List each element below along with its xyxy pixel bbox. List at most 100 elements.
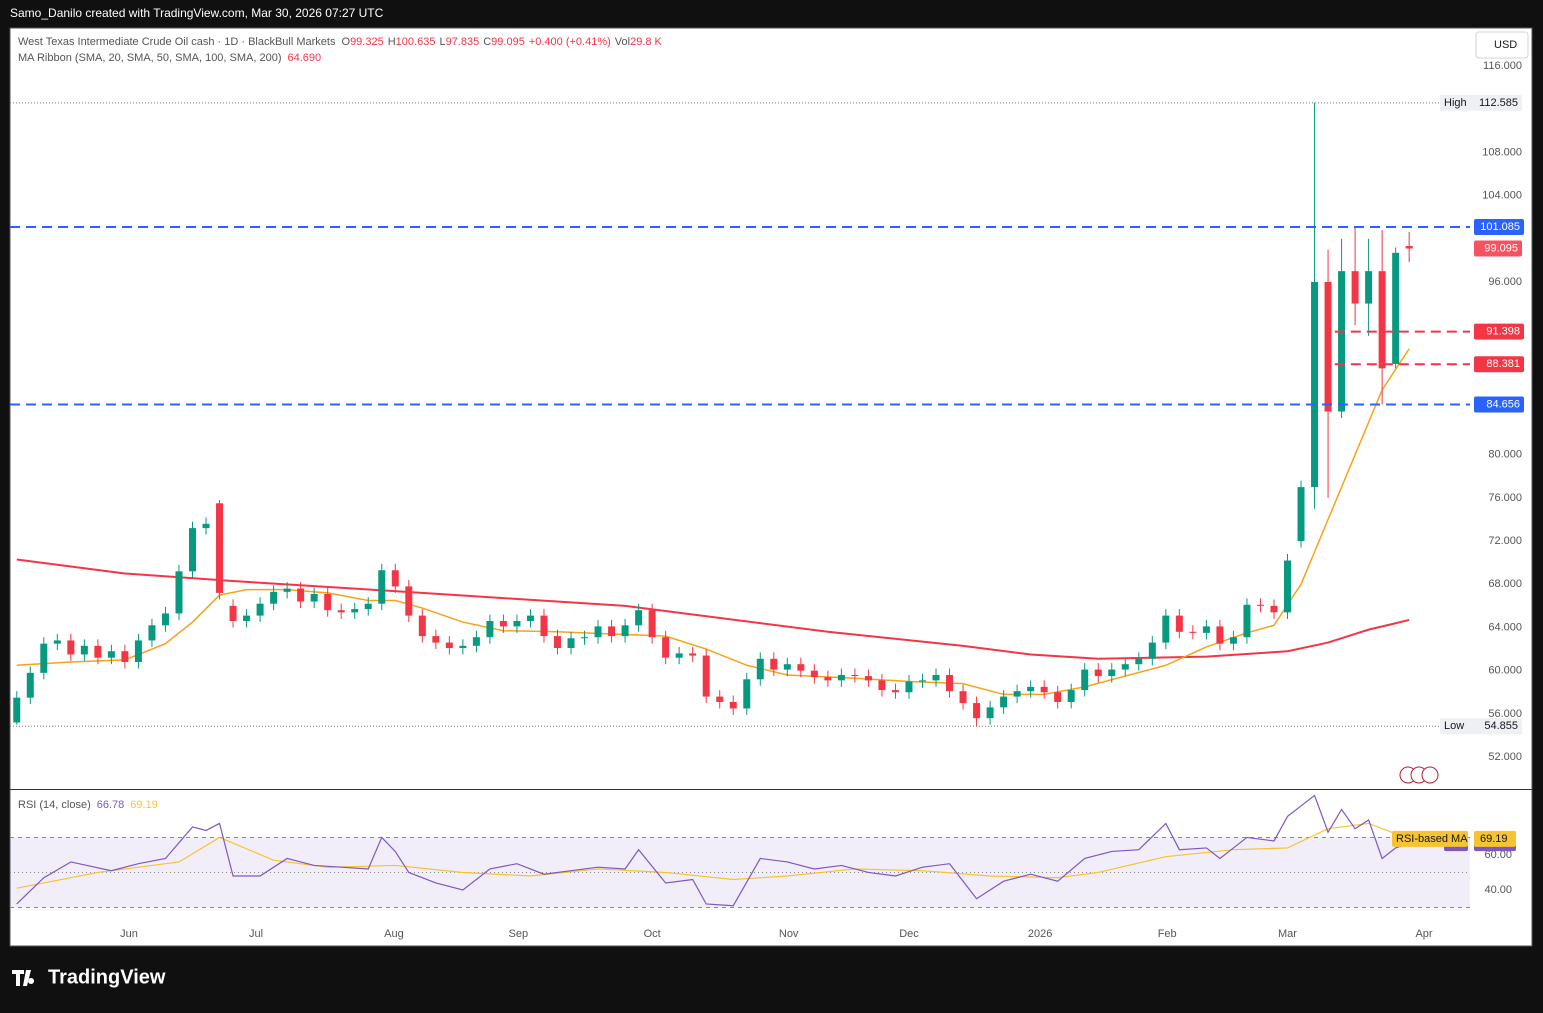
event-flags <box>1399 766 1439 784</box>
candle-body <box>148 625 156 641</box>
y-tick-label: 80.000 <box>1488 449 1522 461</box>
rsi-legend: RSI (14, close) 66.78 69.19 <box>18 799 158 811</box>
legend-field-value: 99.095 <box>491 36 525 48</box>
attribution: Samo_Danilo created with TradingView.com… <box>10 6 384 20</box>
y-tick-label: 64.000 <box>1488 621 1522 633</box>
candle-body <box>837 674 845 681</box>
x-tick-label: Jun <box>120 928 138 940</box>
x-tick-label: Apr <box>1415 928 1432 940</box>
candle-body <box>1338 271 1346 412</box>
candle-body <box>337 610 345 613</box>
candle-body <box>716 696 724 702</box>
level-badge <box>1474 323 1524 340</box>
y-tick-label: 60.000 <box>1488 665 1522 677</box>
candle-body <box>53 640 61 644</box>
candle-body <box>40 643 48 673</box>
candle-body <box>1189 631 1197 633</box>
candle-body <box>1365 271 1373 304</box>
candle-body <box>891 690 899 693</box>
candle-body <box>1175 615 1183 632</box>
x-tick-label: Dec <box>899 928 919 940</box>
candle-body <box>1284 560 1291 613</box>
sma-20 <box>16 348 1410 696</box>
candle-body <box>243 615 251 621</box>
legend-change: +0.400 (+0.41%) <box>529 36 611 48</box>
level-value: 84.656 <box>1486 398 1520 410</box>
legend-field-label: C <box>483 36 491 48</box>
candle-body <box>1297 487 1305 542</box>
currency-button[interactable] <box>1475 31 1529 59</box>
candle-body <box>378 570 386 604</box>
flag <box>1421 766 1439 784</box>
legend-field-label: H <box>388 36 396 48</box>
candle-body <box>1351 271 1359 304</box>
candle-body <box>26 672 34 698</box>
legend-vol: 29.8 K <box>630 36 662 48</box>
candle-body <box>770 658 778 670</box>
candle-body <box>594 626 602 638</box>
candle-body <box>1148 642 1156 659</box>
x-tick-label: Oct <box>644 928 661 940</box>
candle-body <box>94 645 102 658</box>
legend-vol-label: Vol <box>615 36 630 48</box>
candle-body <box>986 707 994 719</box>
candle-body <box>513 620 521 627</box>
level-value: 88.381 <box>1486 358 1520 370</box>
candle-body <box>134 640 142 663</box>
candle-body <box>391 570 399 587</box>
chart-frame <box>9 27 1533 947</box>
candle-body <box>797 664 805 671</box>
candle-body <box>1324 281 1332 412</box>
rsi-legend-value: 66.78 <box>97 799 125 811</box>
rsi-tick-label: 60.00 <box>1484 849 1512 861</box>
candle-body <box>216 503 224 593</box>
rsi-line <box>16 822 1410 889</box>
candle-body <box>1094 669 1102 677</box>
candle-body <box>1229 637 1237 644</box>
candle-body <box>689 653 697 656</box>
rsi-value-badge <box>1474 830 1516 847</box>
y-tick-label: 108.000 <box>1482 146 1522 158</box>
candle-body <box>919 680 926 682</box>
y-tick-label: 104.000 <box>1482 189 1522 201</box>
candle-body <box>756 658 764 680</box>
candle-body <box>297 588 305 602</box>
candle-body <box>1108 669 1116 677</box>
candle-body <box>1256 604 1264 606</box>
candle-body <box>1027 686 1035 692</box>
candle-body <box>1000 696 1008 708</box>
level-badge <box>1474 396 1524 413</box>
last-price-badge <box>1474 240 1522 257</box>
rsi-name: RSI-based MA <box>1396 833 1468 845</box>
rsi-title: RSI (14, close) <box>18 799 91 811</box>
candle-body <box>229 605 237 621</box>
candle-body <box>67 640 75 655</box>
candle-body <box>783 664 791 670</box>
candle-body <box>608 626 616 637</box>
last-price: 99.095 <box>1484 242 1518 254</box>
candle-body <box>526 615 534 621</box>
y-tick-label: 96.000 <box>1488 276 1522 288</box>
candle-body <box>1040 686 1048 693</box>
candle-body <box>1311 281 1319 488</box>
candle-body <box>1162 615 1170 643</box>
candle-body <box>175 571 183 614</box>
candle-body <box>554 636 561 648</box>
rsi-tick-label: 40.00 <box>1484 884 1512 896</box>
extreme-label: High <box>1444 97 1467 109</box>
candle-body <box>864 676 872 681</box>
rsi-legend-value: 69.19 <box>130 799 158 811</box>
candle-body <box>635 610 643 626</box>
currency[interactable]: USD <box>1494 39 1517 51</box>
level-badge <box>1474 356 1524 373</box>
candle-body <box>283 588 291 592</box>
extreme-badge <box>1440 94 1522 111</box>
x-tick-label: Aug <box>384 928 404 940</box>
level-badge <box>1474 219 1524 236</box>
candle-body <box>932 674 940 681</box>
candle-body <box>662 637 670 658</box>
y-tick-label: 52.000 <box>1488 751 1522 763</box>
extreme-label: Low <box>1444 720 1464 732</box>
level-value: 101.085 <box>1480 221 1520 233</box>
